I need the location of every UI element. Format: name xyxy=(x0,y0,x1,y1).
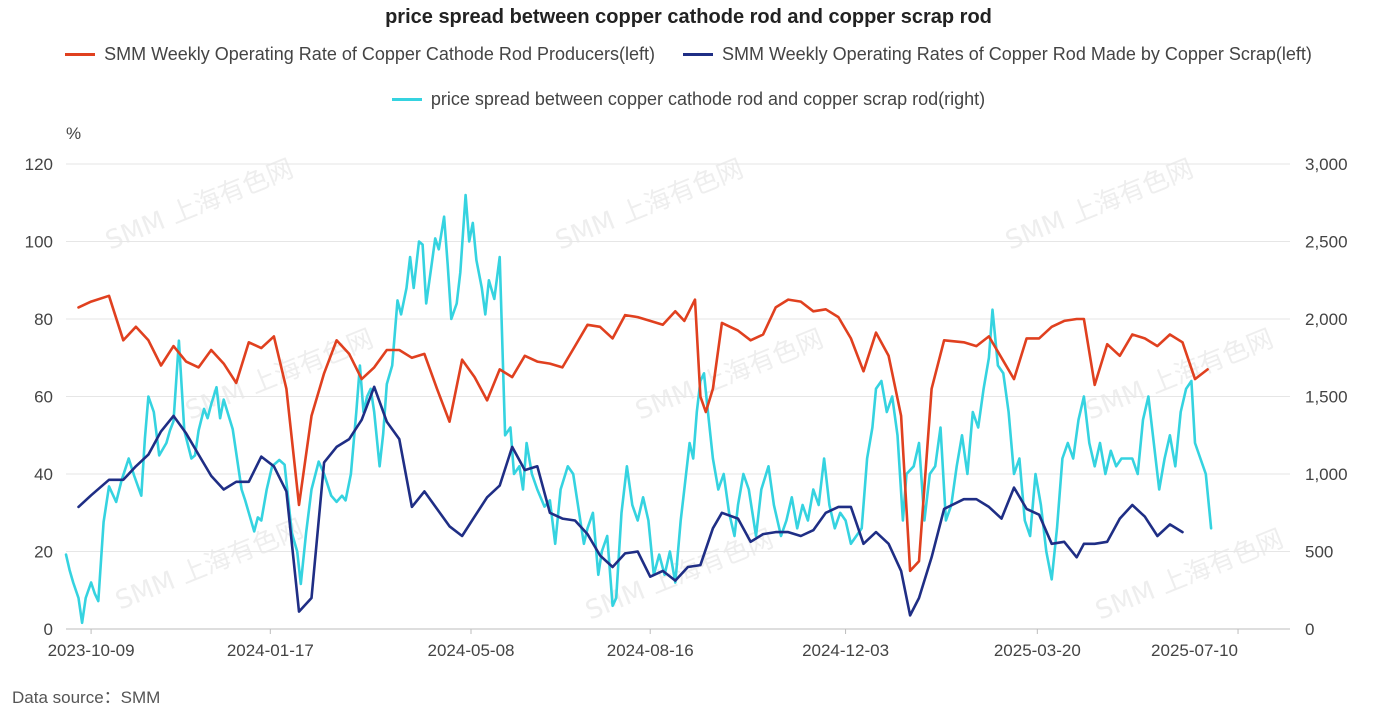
left-axis: 0 20 40 60 80 100 120 xyxy=(25,155,53,639)
legend-label-scrap: SMM Weekly Operating Rates of Copper Rod… xyxy=(722,44,1312,64)
x-tick-label: 2025-03-20 xyxy=(994,641,1081,660)
x-axis: 2023-10-09 2024-01-17 2024-05-08 2024-08-16… xyxy=(48,629,1239,660)
legend-item-scrap[interactable]: SMM Weekly Operating Rates of Copper Rod… xyxy=(683,44,1312,65)
left-tick-label: 40 xyxy=(34,465,53,484)
data-source-note: Data source：SMM xyxy=(12,688,161,707)
watermark-text: SMM 上海有色网 xyxy=(631,324,827,427)
legend-swatch-spread xyxy=(391,98,422,101)
left-tick-label: 60 xyxy=(34,388,53,407)
left-axis-unit: % xyxy=(66,124,81,143)
legend-row-2: price spread between copper cathode rod … xyxy=(0,89,1377,110)
legend-row-1: SMM Weekly Operating Rate of Copper Cath… xyxy=(0,44,1377,65)
right-tick-label: 500 xyxy=(1305,543,1333,562)
right-tick-label: 0 xyxy=(1305,620,1314,639)
legend-swatch-scrap xyxy=(683,53,713,56)
x-tick-label: 2024-12-03 xyxy=(802,641,889,660)
left-tick-label: 100 xyxy=(25,233,53,252)
legend-label-cathode: SMM Weekly Operating Rate of Copper Cath… xyxy=(104,44,655,64)
right-tick-label: 1,500 xyxy=(1305,388,1348,407)
legend-label-spread: price spread between copper cathode rod … xyxy=(430,89,986,109)
x-tick-label: 2025-07-10 xyxy=(1151,641,1238,660)
series-layer xyxy=(64,193,1213,625)
left-tick-label: 0 xyxy=(44,620,53,639)
series-line-cathode-rod-rate[interactable] xyxy=(77,294,1209,573)
right-tick-label: 1,000 xyxy=(1305,465,1348,484)
right-tick-label: 3,000 xyxy=(1305,155,1348,174)
left-tick-label: 20 xyxy=(34,543,53,562)
x-tick-label: 2023-10-09 xyxy=(48,641,135,660)
right-tick-label: 2,500 xyxy=(1305,233,1348,252)
right-tick-label: 2,000 xyxy=(1305,310,1348,329)
right-axis: 0 500 1,000 1,500 2,000 2,500 3,000 xyxy=(1305,155,1348,639)
x-tick-label: 2024-05-08 xyxy=(428,641,515,660)
series-line-scrap-rod-rate[interactable] xyxy=(77,385,1184,617)
chart-title: price spread between copper cathode rod … xyxy=(385,6,992,28)
left-tick-label: 120 xyxy=(25,155,53,174)
legend-item-cathode[interactable]: SMM Weekly Operating Rate of Copper Cath… xyxy=(65,44,655,65)
watermark-text: SMM 上海有色网 xyxy=(1091,524,1287,627)
watermark-text: SMM 上海有色网 xyxy=(181,324,377,427)
series-line-price-spread[interactable] xyxy=(64,193,1213,625)
left-tick-label: 80 xyxy=(34,310,53,329)
x-tick-label: 2024-01-17 xyxy=(227,641,314,660)
legend-swatch-cathode xyxy=(65,53,96,56)
watermark-text: SMM 上海有色网 xyxy=(111,514,307,617)
legend-item-spread[interactable]: price spread between copper cathode rod … xyxy=(391,89,986,110)
x-tick-label: 2024-08-16 xyxy=(607,641,694,660)
